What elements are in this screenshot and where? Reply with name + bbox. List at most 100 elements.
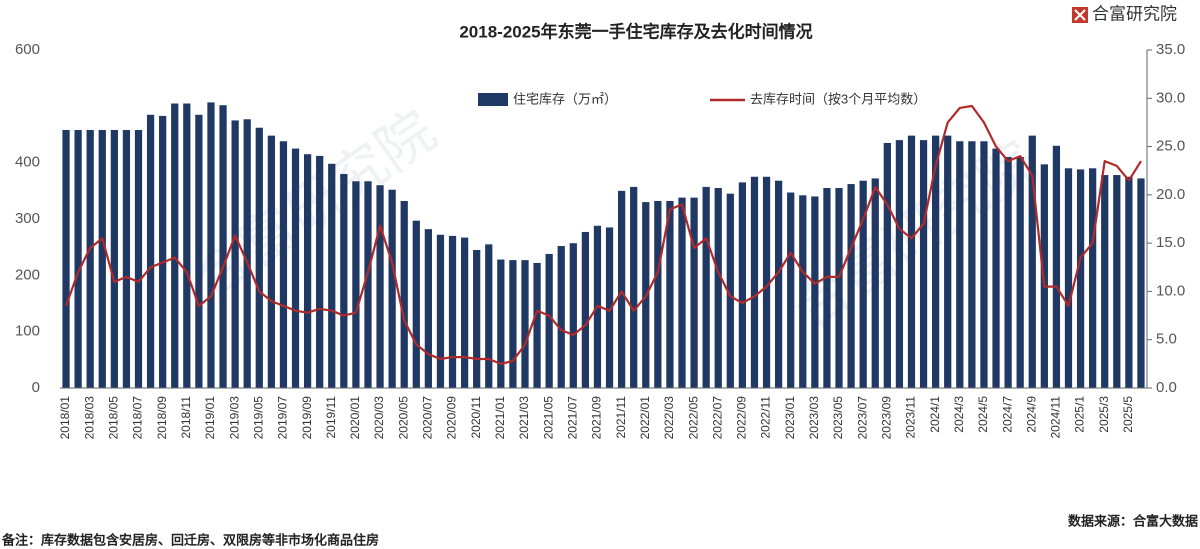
x-tick-label: 2021/09: [590, 396, 604, 440]
bar: [328, 163, 336, 388]
y2-tick-label: 0.0: [1156, 379, 1177, 396]
y-tick-label: 0: [32, 379, 40, 396]
bar: [944, 135, 952, 388]
bar: [134, 129, 143, 388]
y-tick-label: 400: [15, 154, 40, 171]
bar: [557, 246, 565, 388]
x-tick-label: 2022/07: [710, 396, 724, 440]
bar: [473, 249, 481, 388]
bar: [1076, 169, 1085, 388]
bar: [847, 184, 855, 388]
logo-icon-mark: [1074, 9, 1086, 21]
x-tick-label: 2024/11: [1049, 396, 1063, 439]
chart-title: 2018-2025年东莞一手住宅库存及去化时间情况: [459, 21, 812, 41]
bar: [171, 103, 179, 389]
bar: [1089, 168, 1097, 388]
bar: [352, 181, 360, 388]
bar: [303, 154, 312, 388]
bar: [907, 135, 916, 388]
bar: [412, 220, 420, 388]
bar: [932, 135, 940, 388]
bar: [1040, 164, 1048, 388]
bar: [219, 105, 227, 388]
y-tick-label: 600: [15, 41, 40, 58]
x-tick-label: 2020/01: [348, 396, 362, 440]
x-tick-label: 2022/05: [686, 396, 700, 440]
y2-tick-label: 10.0: [1156, 282, 1185, 299]
x-tick-label: 2025/1: [1073, 396, 1087, 433]
x-tick-label: 2019/01: [203, 396, 217, 440]
bar: [243, 119, 251, 388]
bar: [871, 178, 879, 388]
bar: [714, 188, 722, 388]
bar: [823, 188, 831, 388]
y2-tick-label: 35.0: [1156, 41, 1185, 58]
bar: [521, 260, 529, 388]
x-tick-label: 2024/3: [952, 396, 966, 433]
bar: [1137, 178, 1145, 388]
bar: [787, 192, 795, 388]
bar: [207, 102, 215, 388]
bar: [1125, 176, 1133, 388]
bar: [762, 176, 771, 388]
bar: [835, 188, 843, 388]
x-tick-label: 2025/5: [1121, 396, 1135, 433]
x-tick-label: 2022/11: [759, 396, 773, 439]
x-tick-label: 2018/09: [155, 396, 169, 440]
bar: [1028, 135, 1036, 388]
bar: [436, 234, 445, 388]
bar: [738, 182, 747, 388]
bar: [122, 129, 131, 388]
bar: [666, 200, 674, 388]
bar: [62, 129, 70, 388]
x-tick-label: 2019/09: [300, 396, 314, 440]
bar: [400, 200, 408, 388]
y2-tick-label: 25.0: [1156, 138, 1185, 155]
bar: [460, 237, 469, 388]
x-tick-label: 2019/07: [276, 396, 290, 440]
x-tick-label: 2021/07: [565, 396, 579, 440]
x-tick-label: 2024/5: [976, 396, 990, 433]
bar: [183, 103, 191, 389]
bar: [545, 253, 553, 388]
x-tick-label: 2024/1: [928, 396, 942, 433]
x-tick-label: 2019/11: [324, 396, 338, 439]
bar: [702, 186, 710, 388]
bar: [255, 127, 263, 389]
bar: [968, 141, 976, 388]
bar: [956, 141, 964, 388]
bar: [448, 235, 457, 388]
bar: [316, 155, 324, 388]
x-tick-label: 2018/11: [179, 396, 193, 439]
x-tick-label: 2020/05: [396, 396, 410, 440]
bar: [992, 148, 1000, 388]
x-tick-label: 2025/3: [1097, 396, 1111, 433]
bar: [86, 129, 94, 388]
x-tick-label: 2021/03: [517, 396, 531, 440]
bar: [654, 200, 662, 388]
bar: [340, 173, 348, 388]
bar: [279, 141, 288, 388]
bar: [690, 197, 698, 388]
bar: [581, 231, 590, 388]
bar: [980, 141, 988, 388]
x-tick-label: 2023/05: [831, 396, 845, 440]
x-tick-label: 2019/05: [251, 396, 265, 440]
bar: [1004, 157, 1012, 388]
legend-label: 住宅库存（万㎡）: [513, 91, 617, 106]
bar: [895, 140, 904, 388]
bar: [159, 115, 167, 388]
bar: [364, 181, 372, 388]
x-tick-label: 2021/05: [541, 396, 555, 440]
bar: [376, 185, 384, 388]
y-tick-label: 300: [15, 210, 40, 227]
x-tick-label: 2020/03: [372, 396, 386, 440]
bar: [617, 190, 626, 388]
y2-tick-label: 15.0: [1156, 234, 1185, 251]
x-tick-label: 2023/07: [855, 396, 869, 440]
x-tick-label: 2020/11: [469, 396, 483, 439]
y2-tick-label: 5.0: [1156, 331, 1177, 348]
bar: [919, 140, 928, 388]
bar: [775, 180, 783, 388]
